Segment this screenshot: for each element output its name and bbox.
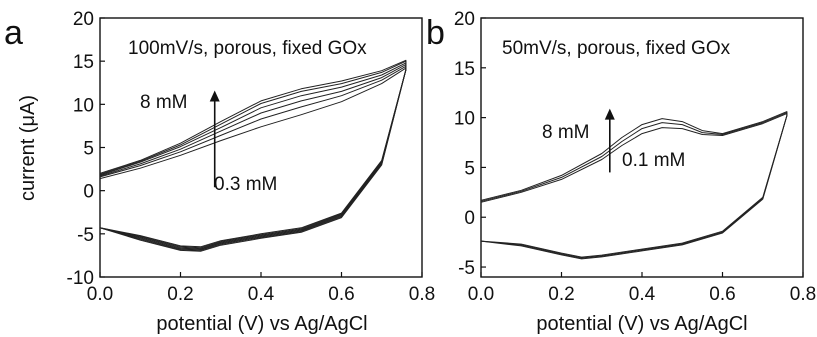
panel-a-xtick-label: 0.8 [409,284,435,305]
panel-b-ytick-label: 20 [454,9,475,30]
panel-a-xlabel: potential (V) vs Ag/AgCl [156,313,367,335]
panel-b-xtick-label: 0.8 [790,284,816,305]
panel-a-curves [99,59,407,252]
panel-a-xtick-label: 0.6 [328,284,354,305]
panel-a-cv-series-5 [99,60,407,251]
panel-a-cv-series-6 [99,59,407,252]
panel-b-xtick-label: 0.4 [629,284,656,305]
panel-b-cv-series-1 [480,113,788,258]
panel-b-xtick-label: 0.0 [468,284,494,305]
panel-a-xtick-label: 0.4 [248,284,275,305]
panel-a-xtick-label: 0.0 [87,284,113,305]
panel-a-cv-series-4 [99,62,407,250]
panel-b-cv-series-3 [480,111,788,260]
panel-a-ytick-label: 15 [73,52,94,73]
panel-a-ylabel: current (μA) [17,95,39,201]
panel-b-xtick-label: 0.2 [548,284,574,305]
panel-b-annotation-upper: 8 mM [542,122,590,143]
panel-a-ytick-label: 10 [73,95,94,116]
panel-b-annotation-lower: 0.1 mM [622,150,685,171]
panel-b-cv-series-2 [480,112,788,259]
panel-a-ytick-label: 5 [83,139,94,160]
panel-b-ytick-label: 0 [464,208,475,229]
panel-a-annotation-upper: 8 mM [140,92,188,113]
panel-b-ytick-label: -5 [458,258,475,279]
panel-b-title: 50mV/s, porous, fixed GOx [502,38,731,59]
panel-a-ytick-label: 20 [73,9,94,30]
panel-b: b 50mV/s, porous, fixed GOx potential (V… [426,9,816,335]
panel-b-ticks: 0.0 0.2 0.4 0.6 0.8 -5 0 5 10 15 20 [454,9,816,305]
panel-a-ticks: 0.0 0.2 0.4 0.6 0.8 -10 -5 0 5 10 15 20 [67,9,436,305]
panel-b-letter: b [426,14,445,52]
panel-a: a 100mV/s, porous, fixed GOx current (μA… [4,9,435,335]
panel-a-ytick-label: -5 [77,225,94,246]
panel-b-ytick-label: 10 [454,109,475,130]
panel-a-arrowhead [209,90,220,102]
panel-a-xtick-label: 0.2 [167,284,193,305]
panel-b-xtick-label: 0.6 [709,284,735,305]
panel-a-ytick-label: 0 [83,182,94,203]
panel-b-curves [480,111,788,260]
panel-b-ytick-label: 5 [464,158,475,179]
panel-a-letter: a [4,14,23,52]
panel-a-ytick-label: -10 [67,268,94,289]
panel-b-arrowhead [604,108,615,120]
panel-a-annotation-lower: 0.3 mM [214,174,277,195]
panel-b-ytick-label: 15 [454,59,475,80]
panel-a-title: 100mV/s, porous, fixed GOx [128,38,367,59]
panel-b-xlabel: potential (V) vs Ag/AgCl [536,313,747,335]
